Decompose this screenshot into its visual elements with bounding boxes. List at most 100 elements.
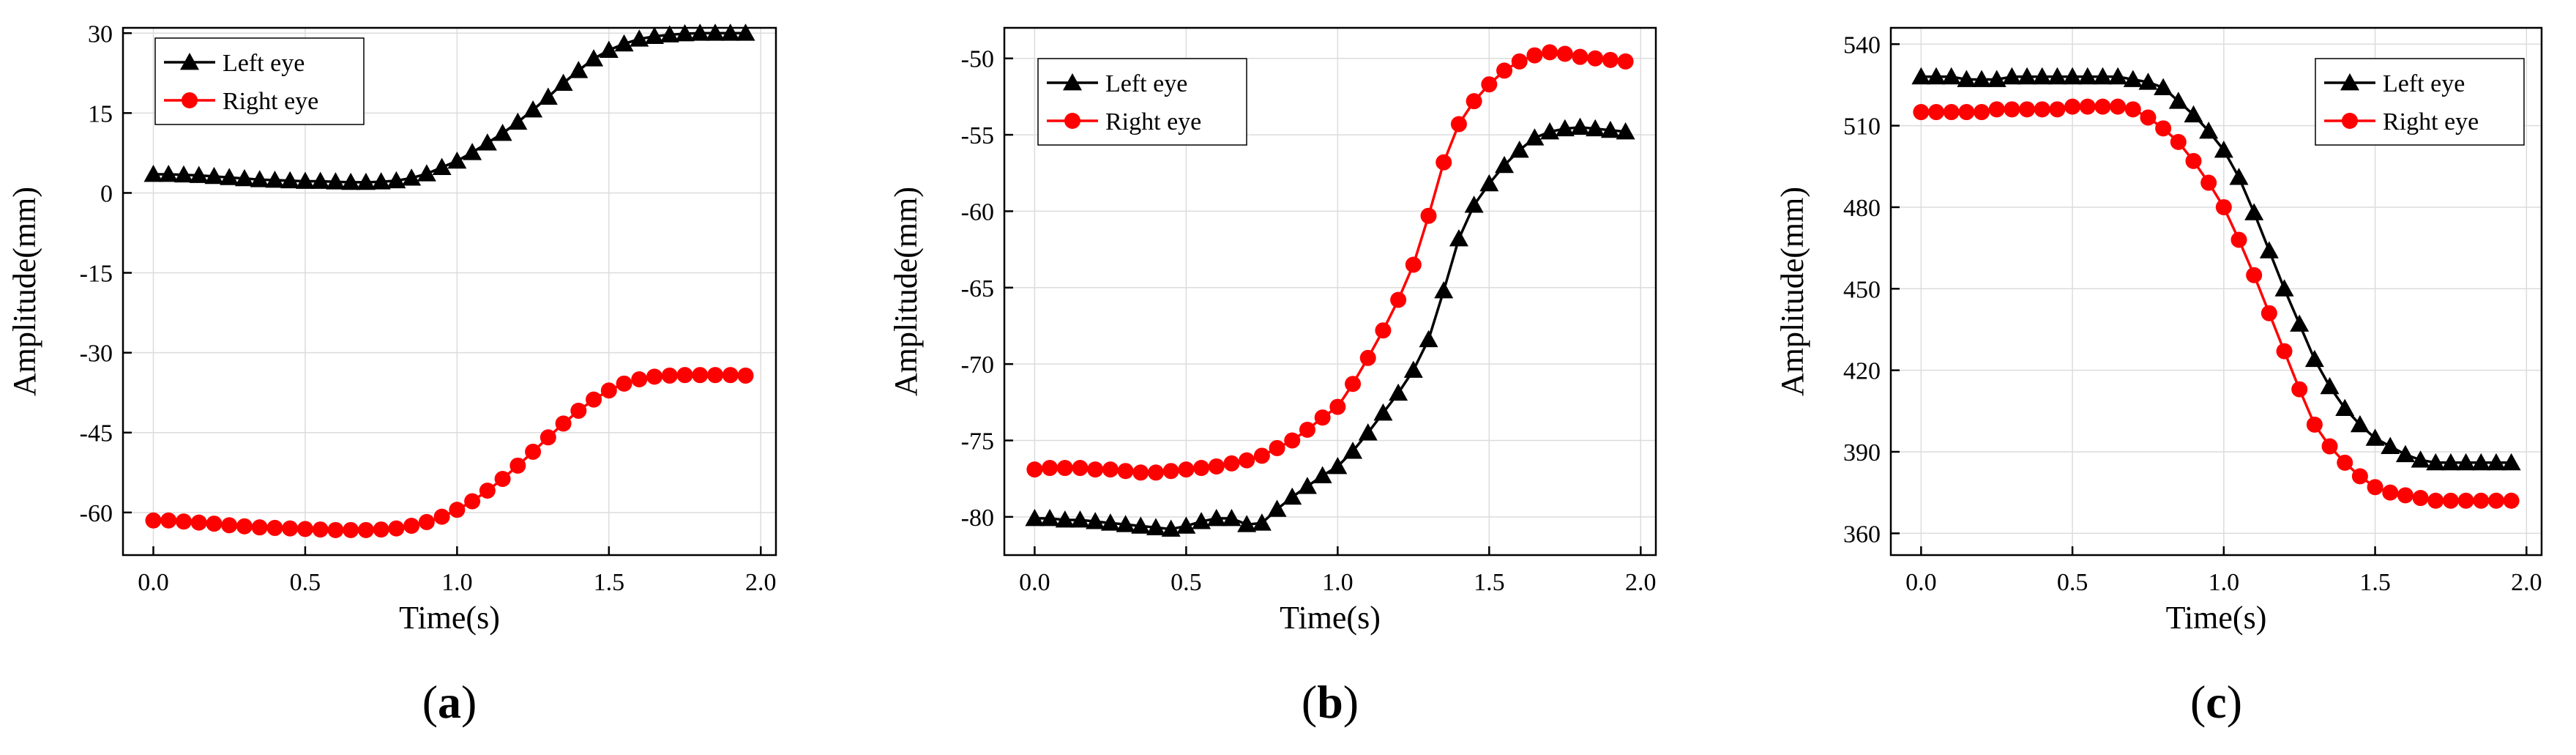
data-point-circle <box>449 502 466 518</box>
data-point-circle <box>1928 104 1945 121</box>
data-point-circle <box>182 92 198 108</box>
x-tick-label: 0.5 <box>2057 569 2088 596</box>
data-point-triangle <box>234 168 254 187</box>
data-point-circle <box>2230 231 2247 248</box>
data-point-triangle <box>2199 122 2219 139</box>
legend-label: Left eye <box>2383 70 2465 97</box>
data-point-triangle <box>1283 487 1302 505</box>
series-left-eye <box>143 23 755 190</box>
data-point-triangle <box>2501 453 2521 471</box>
data-point-triangle <box>2381 436 2400 454</box>
data-point-circle <box>2503 492 2520 509</box>
data-point-triangle <box>1972 70 1992 87</box>
data-point-triangle <box>2214 141 2233 158</box>
data-point-circle <box>1390 291 1407 308</box>
data-point-circle <box>282 520 299 537</box>
data-point-circle <box>1511 53 1528 70</box>
data-point-circle <box>646 368 663 385</box>
data-point-circle <box>1542 44 1558 61</box>
x-tick-label: 2.0 <box>2511 569 2542 596</box>
axis-ticks: 0.0 0.5 1.0 1.5 2.0 -50 -55 -60 -65 -70 -75 -80 <box>961 46 1657 596</box>
data-point-triangle <box>1206 508 1226 527</box>
plot-frame <box>122 26 777 557</box>
data-point-circle <box>722 367 739 384</box>
y-axis-title: Amplitude(mm) <box>888 187 924 396</box>
x-tick-label: 1.0 <box>1322 569 1354 596</box>
series-line <box>153 373 746 532</box>
data-point-triangle <box>477 133 497 151</box>
data-point-triangle <box>2471 453 2491 471</box>
data-point-triangle <box>1192 512 1212 529</box>
data-point-circle <box>251 519 268 536</box>
data-point-triangle <box>1403 360 1423 378</box>
data-point-triangle <box>660 25 679 42</box>
x-tick-label: 0.5 <box>1171 569 1202 596</box>
data-point-triangle <box>326 172 346 190</box>
data-point-circle <box>2351 468 2368 485</box>
legend-item: Left eye <box>164 50 305 77</box>
data-point-circle <box>175 513 192 530</box>
y-tick-label: -60 <box>80 500 113 527</box>
data-point-circle <box>190 514 207 531</box>
data-point-circle <box>1026 461 1043 478</box>
legend-label: Right eye <box>1105 108 1201 135</box>
data-point-triangle <box>1600 120 1620 138</box>
series-line <box>1921 105 2512 502</box>
data-point-circle <box>2019 101 2036 118</box>
y-tick-label: 0 <box>100 180 113 207</box>
data-point-triangle <box>1570 117 1590 135</box>
data-point-triangle <box>180 53 199 70</box>
legend-item: Right eye <box>2324 108 2479 135</box>
y-tick-label: -60 <box>961 198 994 226</box>
y-tick-label: -45 <box>80 420 113 447</box>
plot-frame <box>1889 26 2543 557</box>
data-point-triangle <box>1176 516 1196 534</box>
data-point-triangle <box>204 166 224 185</box>
data-point-triangle <box>675 24 695 42</box>
data-point-circle <box>1913 104 1930 121</box>
data-point-circle <box>1496 62 1513 79</box>
data-point-triangle <box>2274 279 2294 297</box>
legend-label: Left eye <box>1105 70 1187 97</box>
data-point-triangle <box>1419 330 1438 348</box>
panel-label: (b) <box>1302 676 1359 728</box>
legend-box <box>1037 58 1247 146</box>
data-point-circle <box>2034 101 2050 118</box>
data-point-circle <box>1617 53 1634 70</box>
data-point-triangle <box>1222 508 1242 527</box>
series-left-eye <box>1911 67 2521 471</box>
data-point-triangle <box>1131 516 1151 534</box>
data-point-circle <box>1299 421 1315 438</box>
legend-label: Right eye <box>2383 108 2479 135</box>
y-tick-label: -70 <box>961 352 994 379</box>
data-point-triangle <box>1616 122 1635 140</box>
data-point-circle <box>403 518 420 534</box>
axis-ticks: 0.0 0.5 1.0 1.5 2.0 540 510 480 450 420 390 360 <box>1843 31 2542 596</box>
data-point-circle <box>2110 98 2127 115</box>
data-point-triangle <box>523 100 543 118</box>
data-point-circle <box>509 457 526 474</box>
data-point-triangle <box>1146 518 1165 535</box>
x-tick-label: 0.0 <box>1019 569 1050 596</box>
data-point-triangle <box>1100 513 1120 531</box>
data-point-circle <box>1147 464 1164 481</box>
data-point-circle <box>1208 458 1225 475</box>
data-point-triangle <box>2395 445 2415 463</box>
data-point-circle <box>2246 267 2263 283</box>
data-point-triangle <box>614 34 634 52</box>
data-point-circle <box>2412 490 2429 507</box>
x-tick-label: 0.0 <box>1905 569 1937 596</box>
data-point-circle <box>1974 104 1990 121</box>
data-point-triangle <box>1086 512 1105 529</box>
x-axis-title: Time(s) <box>1280 600 1381 636</box>
data-point-triangle <box>1509 140 1529 158</box>
data-point-circle <box>1132 464 1149 481</box>
data-point-triangle <box>1555 119 1575 137</box>
data-point-triangle <box>173 165 193 183</box>
data-point-circle <box>1450 116 1467 133</box>
data-point-circle <box>1064 113 1080 129</box>
data-point-triangle <box>1328 456 1348 475</box>
data-point-triangle <box>2108 67 2128 85</box>
data-point-triangle <box>220 168 239 185</box>
x-tick-label: 1.0 <box>2209 569 2240 596</box>
